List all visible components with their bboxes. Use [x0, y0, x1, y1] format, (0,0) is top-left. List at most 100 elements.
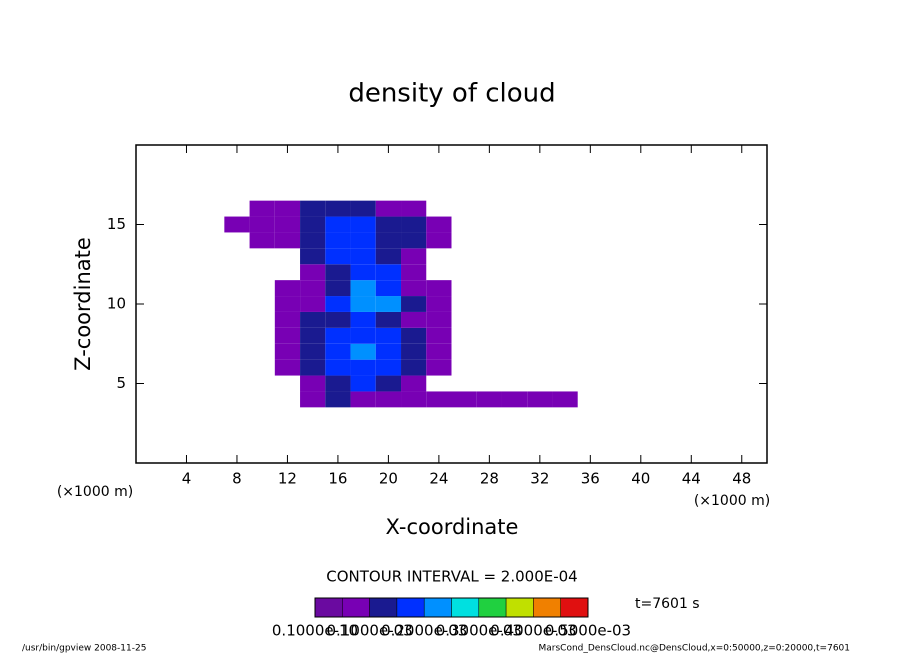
x-tick-label: 44 [682, 470, 701, 488]
cell [300, 280, 326, 297]
cell [300, 248, 326, 265]
y-tick-label: 5 [116, 374, 126, 392]
cell [325, 391, 351, 408]
cell [401, 280, 427, 297]
cell [249, 216, 275, 233]
colorbar-cell [451, 597, 480, 618]
cell [350, 232, 376, 249]
cell [375, 248, 402, 265]
cell [426, 359, 452, 376]
cell [401, 264, 427, 281]
cell [300, 327, 326, 344]
x-tick-label: 8 [232, 470, 242, 488]
cell [325, 343, 351, 360]
x-tick-label: 16 [328, 470, 347, 488]
cell [426, 296, 452, 312]
cell [325, 248, 351, 265]
time-label: t=7601 s [635, 596, 700, 612]
colorbar-label: 0.3000e-03 [436, 622, 522, 640]
x-units-right: (×1000 m) [694, 493, 770, 509]
cell [401, 248, 427, 265]
cell [375, 359, 402, 376]
cell [274, 232, 301, 249]
cell [401, 343, 427, 360]
cell [274, 359, 301, 376]
cell [426, 280, 452, 297]
cell [375, 200, 402, 217]
x-tick-label: 20 [379, 470, 398, 488]
x-tick-label: 28 [480, 470, 499, 488]
cell [451, 391, 477, 408]
footer-left: /usr/bin/gpview 2008-11-25 [22, 644, 146, 654]
x-tick-label: 32 [530, 470, 549, 488]
cell [300, 391, 326, 408]
cell [375, 375, 402, 392]
x-units-left: (×1000 m) [57, 484, 133, 500]
cell [274, 343, 301, 360]
cell [350, 359, 376, 376]
cell [552, 391, 578, 408]
cell [325, 375, 351, 392]
x-tick-label: 48 [732, 470, 751, 488]
x-tick-label: 36 [581, 470, 600, 488]
cell [527, 391, 553, 408]
cell [350, 264, 376, 281]
cell [426, 343, 452, 360]
cell [325, 359, 351, 376]
cell [426, 232, 452, 249]
cell [325, 311, 351, 328]
y-tick-label: 10 [107, 295, 126, 313]
cell [300, 232, 326, 249]
cell [249, 232, 275, 249]
cell [401, 375, 427, 392]
cell [375, 280, 402, 297]
colorbar-label: 0.2000e-03 [381, 622, 467, 640]
cell [300, 343, 326, 360]
cell [401, 200, 427, 217]
cell [325, 216, 351, 233]
cell [274, 311, 301, 328]
cell [274, 280, 301, 297]
y-axis-label: Z-coordinate [71, 237, 95, 371]
cell [501, 391, 528, 408]
cell [401, 391, 427, 408]
cell [375, 311, 402, 328]
colorbar-label: 0.5000e-03 [545, 622, 631, 640]
footer-right: MarsCond_DensCloud.nc@DensCloud,x=0:5000… [539, 644, 851, 654]
cell [325, 264, 351, 281]
x-tick-label: 4 [182, 470, 192, 488]
cell [300, 216, 326, 233]
cell [350, 296, 376, 312]
cell [274, 216, 301, 233]
cell [401, 311, 427, 328]
colorbar-cell [396, 597, 425, 618]
y-tick-label: 15 [107, 215, 126, 233]
cell [325, 296, 351, 312]
cell [249, 200, 275, 217]
cell [375, 296, 402, 312]
cell [300, 264, 326, 281]
cell [350, 343, 376, 360]
cell [375, 264, 402, 281]
cell [426, 391, 452, 408]
colorbar-frame [314, 597, 589, 618]
colorbar-cell [505, 597, 534, 618]
cell [325, 232, 351, 249]
cell [325, 200, 351, 217]
cell [300, 359, 326, 376]
cell [375, 232, 402, 249]
chart-title: density of cloud [348, 79, 555, 109]
colorbar-label: 0.1000e-10 [272, 622, 358, 640]
colorbar-cell [423, 597, 452, 618]
cell [401, 216, 427, 233]
colorbar-cell [533, 597, 561, 618]
colorbar-label: 0.4000e-03 [490, 622, 576, 640]
x-tick-label: 40 [631, 470, 650, 488]
cell [375, 327, 402, 344]
cell [375, 216, 402, 233]
x-tick-label: 12 [278, 470, 297, 488]
cell [274, 200, 301, 217]
contour-interval: CONTOUR INTERVAL = 2.000E-04 [326, 568, 577, 586]
cell [350, 375, 376, 392]
cell [350, 248, 376, 265]
